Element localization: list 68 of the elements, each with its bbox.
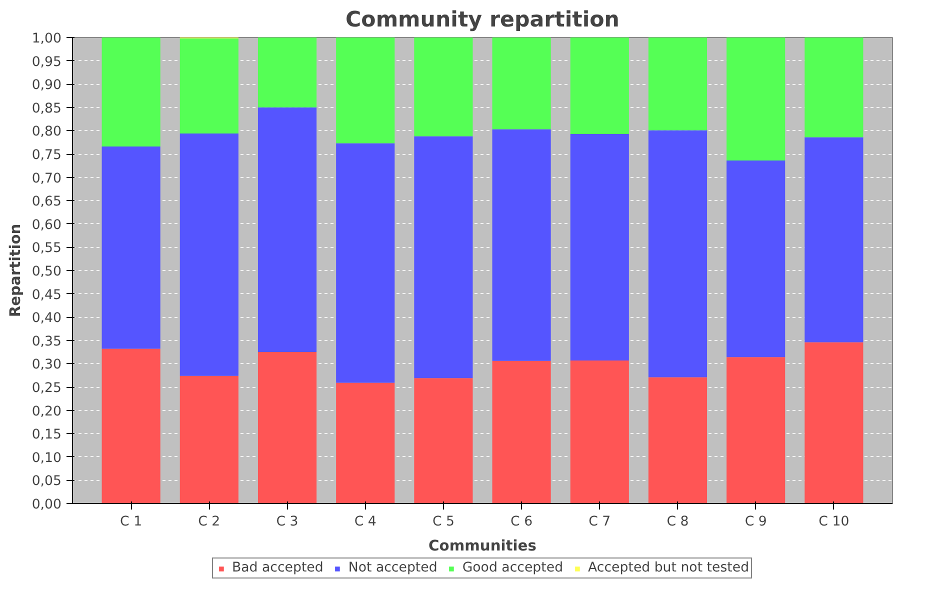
bar bbox=[570, 38, 629, 134]
y-tick-label: 0,20 bbox=[32, 404, 62, 420]
y-tick-label: 0,50 bbox=[32, 264, 62, 280]
x-tick-label: C 5 bbox=[432, 514, 454, 530]
x-tick-label: C 7 bbox=[588, 514, 611, 530]
bar bbox=[414, 38, 473, 136]
y-tick-label: 0,30 bbox=[32, 358, 62, 373]
y-tick-label: 0,70 bbox=[32, 171, 62, 186]
y-tick-label: 0,90 bbox=[32, 78, 62, 94]
y-tick-label: 0,45 bbox=[32, 288, 62, 303]
bar bbox=[258, 107, 317, 352]
y-tick-label: 0,05 bbox=[32, 474, 62, 490]
y-tick-label: 0,95 bbox=[32, 54, 62, 70]
bar bbox=[180, 133, 238, 376]
y-tick-label: 0,80 bbox=[32, 124, 62, 140]
x-axis-title: Communities bbox=[428, 538, 537, 554]
x-tick-label: C 6 bbox=[510, 514, 533, 530]
bar bbox=[258, 352, 317, 504]
legend-label: Not accepted bbox=[348, 560, 438, 576]
bar bbox=[336, 143, 395, 383]
y-tick-label: 0,15 bbox=[32, 428, 62, 443]
bar bbox=[726, 357, 786, 504]
bar bbox=[648, 38, 708, 130]
bar bbox=[804, 38, 864, 138]
bar bbox=[336, 382, 395, 504]
bar bbox=[102, 38, 160, 147]
y-tick-label: 0,60 bbox=[32, 218, 62, 233]
y-tick-label: 0,75 bbox=[32, 148, 62, 163]
x-tick-label: C 3 bbox=[276, 514, 298, 530]
bar bbox=[648, 377, 708, 504]
x-tick-label: C 9 bbox=[744, 514, 767, 530]
legend-label: Good accepted bbox=[462, 560, 564, 576]
bar bbox=[414, 378, 473, 504]
bar bbox=[492, 360, 551, 504]
bar bbox=[804, 342, 864, 504]
y-tick-label: 0,00 bbox=[32, 498, 62, 512]
x-tick-label: C 1 bbox=[120, 514, 142, 530]
bar bbox=[726, 38, 786, 161]
bar bbox=[258, 38, 317, 108]
x-tick-label: C 4 bbox=[354, 514, 376, 530]
y-tick-label: 0,55 bbox=[32, 241, 62, 256]
y-tick-label: 0,10 bbox=[32, 450, 62, 466]
bar bbox=[570, 134, 629, 360]
bar bbox=[102, 348, 160, 504]
chart-title: Community repartition bbox=[346, 8, 620, 32]
y-axis-title: Repartition bbox=[6, 224, 24, 318]
y-tick-label: 1,00 bbox=[32, 32, 62, 46]
bar bbox=[180, 38, 238, 134]
bar bbox=[726, 160, 786, 358]
y-tick-label: 0,25 bbox=[32, 381, 62, 396]
x-tick-label: C 8 bbox=[666, 514, 689, 530]
bar bbox=[180, 376, 238, 504]
bar bbox=[336, 38, 395, 144]
bar bbox=[804, 137, 864, 342]
x-tick-label: C 2 bbox=[198, 514, 220, 530]
x-tick-label: C 10 bbox=[818, 514, 850, 530]
y-tick-label: 0,85 bbox=[32, 101, 62, 116]
y-tick-label: 0,35 bbox=[32, 334, 62, 350]
y-tick-label: 0,65 bbox=[32, 194, 62, 210]
bar bbox=[102, 146, 160, 349]
bar bbox=[492, 38, 551, 130]
legend-label: Accepted but not tested bbox=[588, 560, 750, 576]
bar bbox=[648, 130, 708, 378]
bar bbox=[570, 360, 629, 504]
y-tick-label: 0,40 bbox=[32, 311, 62, 326]
bar bbox=[492, 129, 551, 361]
legend-label: Bad accepted bbox=[232, 560, 324, 576]
bar bbox=[414, 136, 473, 378]
